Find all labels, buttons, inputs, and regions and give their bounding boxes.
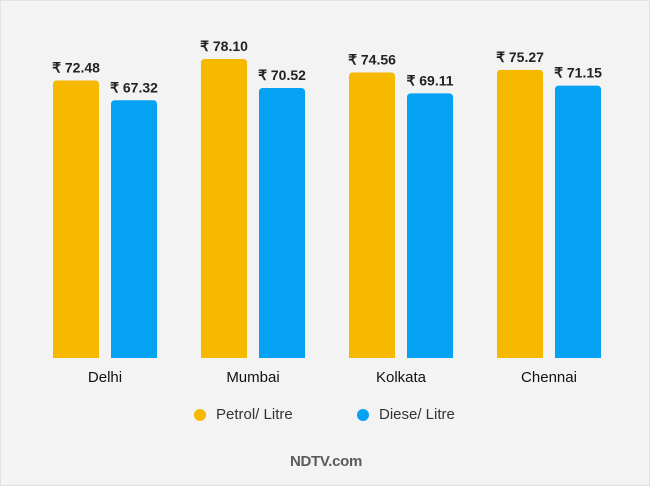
data-label-mumbai-petrol: ₹ 78.10: [200, 38, 248, 54]
data-label-chennai-petrol: ₹ 75.27: [496, 49, 544, 65]
category-label-mumbai: Mumbai: [226, 369, 279, 386]
bar-mumbai-diesel: [259, 88, 305, 358]
legend-swatch-petrol: [194, 408, 206, 421]
category-label-kolkata: Kolkata: [376, 369, 427, 386]
bar-chennai-petrol: [497, 69, 543, 358]
bar-chart: ₹ 72.48 ₹ 67.32 Delhi ₹ 78.10 ₹ 70.52 Mumbai ₹…: [52, 38, 602, 386]
bar-kolkata-diesel: [407, 93, 453, 358]
legend-swatch-diesel: [357, 408, 369, 421]
bar-mumbai-petrol: [201, 59, 247, 358]
bar-delhi-diesel: [111, 100, 157, 359]
data-label-delhi-diesel: ₹ 67.32: [110, 79, 158, 95]
legend: Petrol/ Litre Diese/ Litre: [1, 406, 650, 430]
legend-item-diesel: Diese/ Litre: [357, 406, 455, 423]
data-label-kolkata-petrol: ₹ 74.56: [348, 52, 396, 68]
legend-label-diesel: Diese/ Litre: [379, 406, 455, 423]
data-label-kolkata-diesel: ₹ 69.11: [406, 72, 453, 88]
data-label-chennai-diesel: ₹ 71.15: [554, 65, 602, 81]
legend-label-petrol: Petrol/ Litre: [216, 406, 293, 423]
category-label-delhi: Delhi: [88, 369, 122, 386]
legend-item-petrol: Petrol/ Litre: [194, 406, 293, 423]
brand-logo: NDTV.com: [289, 453, 363, 470]
data-label-delhi-petrol: ₹ 72.48: [52, 60, 100, 76]
category-label-chennai: Chennai: [521, 369, 577, 386]
bar-delhi-petrol: [53, 80, 99, 358]
bar-kolkata-petrol: [349, 72, 395, 359]
data-label-mumbai-diesel: ₹ 70.52: [258, 67, 306, 83]
bar-chennai-diesel: [555, 85, 601, 359]
